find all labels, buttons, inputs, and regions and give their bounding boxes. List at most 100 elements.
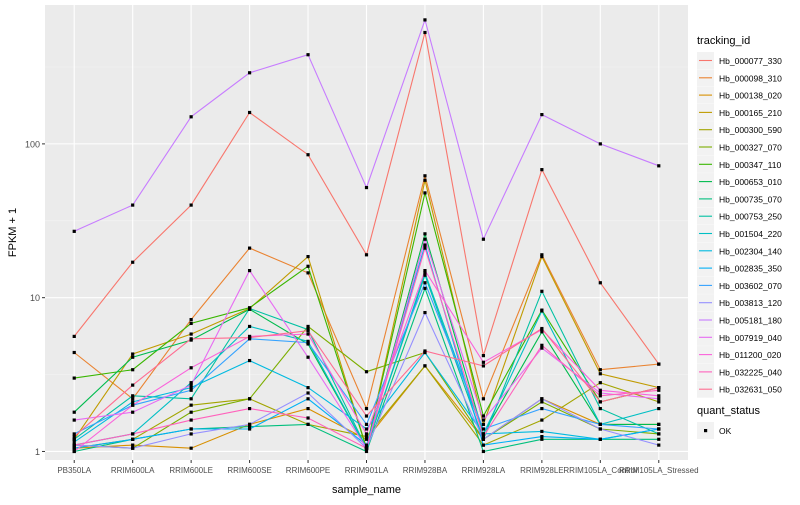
legend-entry-label: Hb_003813_120: [719, 298, 782, 308]
data-point: [423, 246, 427, 250]
data-point: [247, 425, 252, 429]
data-point: [364, 434, 369, 439]
data-point: [481, 414, 486, 418]
data-point: [657, 443, 661, 447]
data-point: [481, 397, 486, 401]
data-point: [481, 422, 486, 426]
data-point: [306, 391, 310, 395]
data-point: [364, 422, 369, 426]
legend-entry-label: Hb_007919_040: [719, 333, 782, 343]
x-tick-label: RRIM600SE: [227, 466, 271, 475]
data-point: [306, 406, 310, 411]
legend-quant-status: quant_status OK: [697, 405, 760, 439]
data-point: [131, 355, 135, 359]
data-point: [306, 329, 310, 333]
data-point: [189, 432, 193, 436]
data-point: [247, 406, 252, 411]
data-point: [481, 360, 486, 364]
data-point: [540, 343, 544, 347]
legend-entry-label: Hb_001504_220: [719, 229, 782, 239]
legend-entry-label: Hb_000327_070: [719, 143, 782, 153]
data-point: [540, 418, 544, 422]
data-point: [657, 422, 661, 426]
data-point: [423, 30, 427, 35]
data-point: [423, 273, 427, 277]
legend-title: tracking_id: [697, 35, 750, 47]
data-point: [306, 254, 310, 259]
data-point: [364, 449, 369, 454]
data-point: [481, 418, 486, 422]
data-point: [657, 437, 661, 441]
data-point: [131, 400, 135, 404]
data-point: [131, 203, 135, 207]
x-tick-label: RRIM105LA_Stressed: [619, 466, 699, 475]
legend-entry-label: Hb_000138_020: [719, 91, 782, 101]
data-point: [423, 243, 427, 247]
data-point: [423, 174, 427, 178]
data-point: [247, 324, 252, 329]
legend-entry-label: Hb_032225_040: [719, 367, 782, 377]
data-point: [423, 271, 427, 275]
x-tick-label: RRIM600LE: [169, 466, 213, 475]
data-point: [423, 268, 427, 273]
data-point: [189, 321, 193, 326]
data-point: [306, 53, 310, 57]
data-point: [481, 354, 486, 358]
data-point: [189, 386, 193, 390]
data-point: [598, 437, 602, 441]
data-point: [72, 229, 76, 233]
x-tick-label: RRIM928BA: [403, 466, 448, 475]
data-point: [306, 341, 310, 345]
data-point: [540, 254, 544, 259]
data-point: [481, 437, 486, 441]
data-point: [657, 427, 661, 431]
x-tick-label: RRIM928LE: [520, 466, 564, 475]
data-point: [247, 336, 252, 340]
legend-entry-label: Hb_003602_070: [719, 281, 782, 291]
legend-entry-label: OK: [719, 426, 732, 436]
legend-entry-label: Hb_011200_020: [719, 350, 782, 360]
data-point: [306, 153, 310, 157]
x-tick-label: RRIM928LA: [462, 466, 506, 475]
data-point: [364, 432, 369, 436]
data-point: [598, 422, 602, 426]
data-point: [189, 403, 193, 407]
data-point: [540, 168, 544, 172]
data-point: [423, 349, 427, 353]
legend-entry-label: Hb_000653_010: [719, 177, 782, 187]
data-point: [189, 332, 193, 336]
data-point: [247, 358, 252, 363]
data-point: [189, 397, 193, 401]
legend-entry-label: Hb_000347_110: [719, 160, 782, 170]
data-point: [72, 443, 76, 447]
gridlines: [45, 5, 688, 460]
data-point: [657, 397, 661, 401]
data-point: [423, 191, 427, 195]
data-point: [423, 310, 427, 315]
x-tick-label: PB350LA: [57, 466, 91, 475]
legend-entry-label: Hb_002835_350: [719, 264, 782, 274]
data-point: [657, 406, 661, 411]
legend-entry-label: Hb_005181_180: [719, 316, 782, 326]
data-point: [72, 376, 76, 380]
data-point: [423, 178, 427, 182]
data-point: [657, 432, 661, 436]
data-point: [540, 429, 544, 434]
data-point: [131, 352, 135, 356]
x-axis-title: sample_name: [332, 484, 401, 496]
legend-entry-label: Hb_032631_050: [719, 385, 782, 395]
data-point: [423, 232, 427, 236]
legend-entry-label: Hb_000165_210: [719, 108, 782, 118]
legend-entry-label: Hb_002304_140: [719, 246, 782, 256]
data-point: [364, 446, 369, 450]
data-point: [364, 185, 369, 190]
data-point: [657, 394, 661, 398]
x-axis: PB350LA RRIM600LA RRIM600LE RRIM600SE RRIM60…: [57, 460, 699, 475]
data-point: [131, 446, 135, 450]
data-point: [72, 449, 76, 454]
data-point: [247, 397, 252, 401]
data-point: [598, 394, 602, 398]
data-point: [423, 281, 427, 285]
data-point: [540, 330, 544, 334]
data-point: [247, 268, 252, 273]
